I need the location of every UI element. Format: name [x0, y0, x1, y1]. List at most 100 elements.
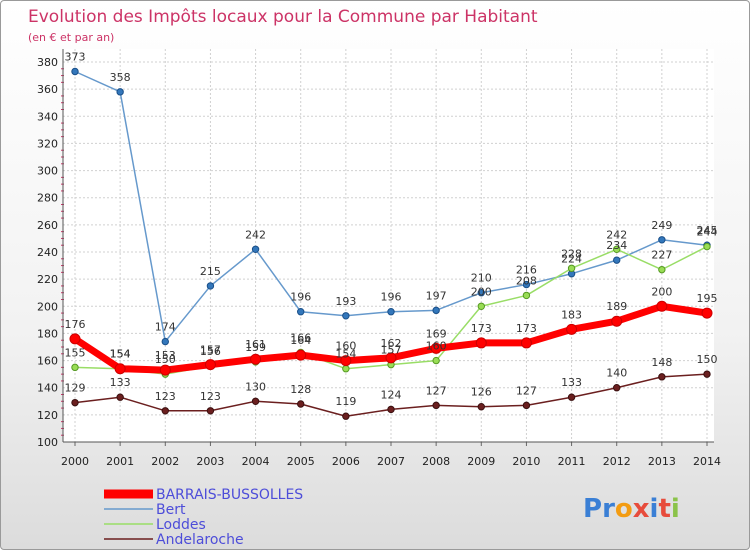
- point-loddes: [658, 265, 666, 274]
- data-label-barrais-bussolles: 164: [290, 334, 311, 347]
- data-label-loddes: 160: [426, 340, 447, 353]
- data-label-loddes: 154: [110, 348, 131, 361]
- data-label-bert: 210: [471, 272, 492, 285]
- point-barrais-bussolles: [159, 364, 171, 376]
- point-andelaroche: [567, 393, 576, 401]
- point-bert: [297, 308, 305, 316]
- point-barrais-bussolles: [475, 337, 487, 349]
- y-tick-label: 360: [37, 83, 58, 96]
- data-label-barrais-bussolles: 161: [245, 338, 266, 351]
- data-label-andelaroche: 130: [245, 380, 266, 393]
- point-bert: [522, 280, 531, 289]
- data-label-bert: 197: [426, 289, 447, 302]
- point-bert: [251, 245, 260, 253]
- data-label-bert: 249: [651, 219, 672, 232]
- point-bert: [71, 67, 79, 76]
- y-tick-label: 220: [37, 273, 58, 286]
- data-label-loddes: 200: [471, 285, 492, 298]
- point-barrais-bussolles: [69, 333, 81, 345]
- logo-letter: r: [602, 494, 615, 524]
- data-label-loddes: 157: [381, 344, 402, 357]
- data-label-loddes: 155: [65, 346, 86, 359]
- data-label-loddes: 166: [290, 331, 311, 344]
- point-loddes: [71, 363, 79, 372]
- data-label-andelaroche: 133: [561, 376, 582, 389]
- y-tick-label: 340: [37, 110, 58, 123]
- point-bert: [206, 282, 215, 290]
- data-label-andelaroche: 119: [335, 395, 356, 408]
- point-andelaroche: [613, 384, 621, 392]
- plot-area: [63, 49, 714, 442]
- data-label-bert: 242: [245, 228, 266, 241]
- data-labels: 129 133 123 123 130 128 119 124 127 126 127 133 140 1…: [65, 51, 718, 409]
- data-label-loddes: 244: [697, 226, 718, 239]
- point-bert: [342, 312, 350, 320]
- point-barrais-bussolles: [340, 355, 352, 367]
- legend-label-barrais-bussolles: BARRAIS-BUSSOLLES: [156, 487, 303, 503]
- point-andelaroche: [432, 401, 440, 410]
- data-label-andelaroche: 150: [697, 353, 718, 366]
- point-bert: [116, 88, 124, 96]
- x-tick-label: 2012: [603, 455, 631, 468]
- point-andelaroche: [71, 398, 79, 407]
- y-tick-label: 260: [37, 219, 58, 232]
- y-tick-label: 320: [37, 137, 58, 150]
- point-andelaroche: [477, 403, 485, 411]
- data-label-loddes: 208: [516, 274, 537, 287]
- point-bert: [432, 306, 440, 315]
- point-barrais-bussolles: [114, 363, 126, 375]
- data-label-barrais-bussolles: 157: [200, 344, 221, 357]
- point-bert: [161, 337, 169, 346]
- x-tick-label: 2011: [558, 455, 586, 468]
- data-label-bert: 358: [110, 71, 131, 84]
- data-label-andelaroche: 129: [65, 382, 86, 395]
- x-tick-label: 2006: [332, 455, 360, 468]
- data-label-barrais-bussolles: 160: [335, 340, 356, 353]
- point-andelaroche: [161, 407, 169, 415]
- proxiti-logo: Proxiti: [583, 494, 680, 524]
- data-label-bert: 196: [290, 291, 311, 304]
- point-loddes: [613, 245, 621, 253]
- data-label-bert: 373: [65, 51, 86, 64]
- y-tick-label: 100: [37, 436, 58, 449]
- y-tick-label: 380: [37, 56, 58, 69]
- data-label-loddes: 228: [561, 247, 582, 260]
- data-label-loddes: 159: [245, 341, 266, 354]
- data-label-andelaroche: 127: [426, 384, 447, 397]
- data-label-loddes: 156: [200, 345, 221, 358]
- x-tick-label: 2001: [106, 455, 134, 468]
- logo-letter: P: [583, 494, 602, 524]
- point-loddes: [522, 291, 531, 300]
- point-loddes: [342, 365, 350, 373]
- x-tick-label: 2003: [196, 455, 224, 468]
- point-loddes: [432, 356, 440, 365]
- y-tick-label: 140: [37, 382, 58, 395]
- data-label-bert: 215: [200, 265, 221, 278]
- data-label-andelaroche: 123: [200, 390, 221, 403]
- point-andelaroche: [703, 370, 711, 378]
- logo-text: Proxiti: [583, 494, 680, 524]
- point-bert: [387, 308, 395, 316]
- x-tick-label: 2004: [242, 455, 270, 468]
- data-label-bert: 245: [697, 224, 718, 237]
- data-label-andelaroche: 124: [381, 388, 402, 401]
- point-loddes: [477, 302, 485, 310]
- point-barrais-bussolles: [204, 359, 216, 371]
- point-barrais-bussolles: [250, 353, 262, 365]
- data-label-bert: 196: [381, 291, 402, 304]
- point-loddes: [703, 242, 711, 251]
- chart-title: Evolution des Impôts locaux pour la Comm…: [28, 7, 538, 27]
- y-tick-label: 180: [37, 327, 58, 340]
- data-label-andelaroche: 133: [110, 376, 131, 389]
- y-tick-label: 240: [37, 246, 58, 259]
- x-tick-label: 2002: [151, 455, 179, 468]
- data-label-loddes: 227: [651, 249, 672, 262]
- y-tick-label: 120: [37, 409, 58, 422]
- point-bert: [477, 289, 485, 297]
- y-tick-label: 160: [37, 355, 58, 368]
- data-label-barrais-bussolles: 153: [155, 349, 176, 362]
- chart-subtitle: (en € et par an): [28, 31, 114, 44]
- x-tick-label: 2007: [377, 455, 405, 468]
- data-label-barrais-bussolles: 200: [651, 285, 672, 298]
